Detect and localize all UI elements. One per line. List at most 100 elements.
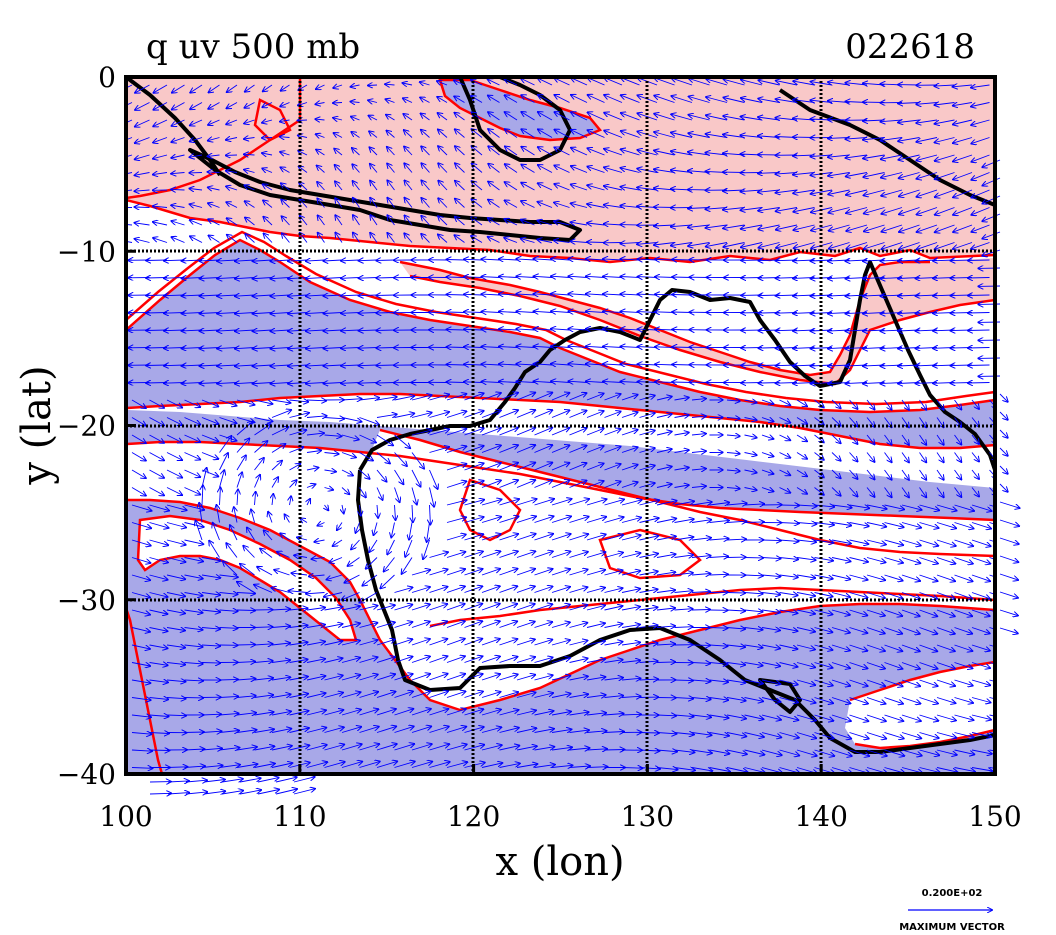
wind-vector (190, 236, 203, 243)
wind-vector (263, 200, 273, 208)
wind-vector (654, 132, 675, 138)
wind-vector (521, 147, 535, 156)
wind-vector (538, 202, 553, 208)
wind-vector (217, 295, 238, 296)
wind-vector (488, 129, 500, 138)
wind-vector (335, 181, 343, 191)
wind-vector (405, 198, 413, 208)
wind-vector (846, 207, 868, 214)
wind-vector (335, 215, 343, 226)
wind-vector (167, 781, 189, 782)
wind-vector (672, 295, 693, 296)
wind-vector (538, 112, 553, 121)
wind-vector (146, 365, 168, 366)
wind-vector (621, 95, 640, 103)
wind-vector (554, 184, 570, 191)
wind-vector (935, 242, 955, 250)
y-tick-label: −10 (57, 235, 116, 268)
wind-vector (586, 294, 605, 295)
coast-sumatra (126, 77, 222, 177)
wind-vector (516, 294, 535, 295)
wind-vector (288, 278, 308, 279)
wind-vector (586, 259, 605, 260)
wind-vector (603, 329, 623, 330)
wind-vector (538, 165, 553, 173)
wind-vector (999, 501, 1020, 508)
wind-vector (759, 242, 780, 248)
wind-vector (672, 365, 693, 366)
x-tick-labels: 100 110 120 130 140 150 (99, 800, 1021, 833)
wind-vector (135, 154, 150, 159)
wind-vector (359, 348, 378, 349)
wind-vector (588, 130, 605, 138)
wind-vector (999, 465, 1008, 474)
wind-vector (999, 483, 1008, 492)
wind-vector (793, 207, 815, 212)
wind-vector (455, 199, 465, 208)
wind-vector (882, 224, 903, 232)
wind-vector (270, 313, 290, 314)
wind-vector (387, 164, 395, 173)
wind-vector (359, 260, 378, 261)
wind-vector (521, 183, 535, 191)
wind-vector (190, 155, 203, 157)
wind-vector (403, 114, 413, 121)
wind-vector (723, 242, 745, 248)
wind-vector (146, 313, 168, 314)
wind-vector (387, 198, 395, 208)
wind-vector (208, 155, 220, 156)
wind-vector (306, 348, 325, 349)
wind-vector (316, 85, 325, 89)
wind-vector (521, 239, 535, 243)
wind-vector (571, 222, 588, 225)
x-tick-label: 130 (621, 800, 674, 833)
wind-vector (604, 131, 623, 138)
wind-vector (534, 329, 553, 330)
wind-vector (341, 295, 360, 296)
wind-vector (917, 172, 938, 179)
wind-vector (654, 96, 675, 103)
wind-vector (253, 330, 273, 331)
wind-vector (420, 98, 430, 103)
wind-vector (126, 240, 133, 243)
wind-vector (551, 276, 570, 277)
wind-vector (447, 277, 465, 278)
wind-vector (262, 153, 273, 155)
wind-vector (455, 235, 465, 243)
wind-vector (203, 780, 225, 783)
wind-vector (935, 224, 955, 232)
wind-vector (146, 330, 168, 331)
wind-vector (437, 97, 448, 103)
wind-vector (587, 223, 605, 225)
wind-vector (236, 610, 255, 611)
wind-vector (935, 119, 955, 124)
wind-vector (603, 294, 623, 295)
wind-vector (447, 295, 465, 296)
wind-vector (999, 429, 1008, 438)
plot-area (126, 77, 995, 774)
wind-vector (794, 224, 815, 230)
y-tick-label: 0 (98, 61, 116, 94)
wind-vector (455, 181, 465, 191)
wind-vector (953, 137, 973, 144)
wind-vector (968, 278, 990, 279)
wind-vector (516, 311, 535, 312)
wind-vector (638, 312, 658, 313)
wind-vector (189, 189, 203, 191)
wind-vector (146, 278, 168, 279)
wind-vector (505, 164, 518, 173)
wind-vector (293, 789, 315, 795)
wind-vector (639, 733, 659, 734)
wind-vector (587, 204, 605, 208)
wind-vector (603, 346, 623, 347)
wind-vector (620, 312, 640, 313)
wind-vector (334, 149, 343, 156)
wind-vector (352, 148, 360, 156)
wind-vector (317, 199, 325, 208)
wind-vector (227, 218, 238, 226)
wind-vector (153, 155, 168, 159)
wind-vector (638, 113, 658, 121)
wind-vector (386, 99, 395, 102)
wind-vector (335, 165, 343, 173)
wind-vector (376, 260, 395, 261)
